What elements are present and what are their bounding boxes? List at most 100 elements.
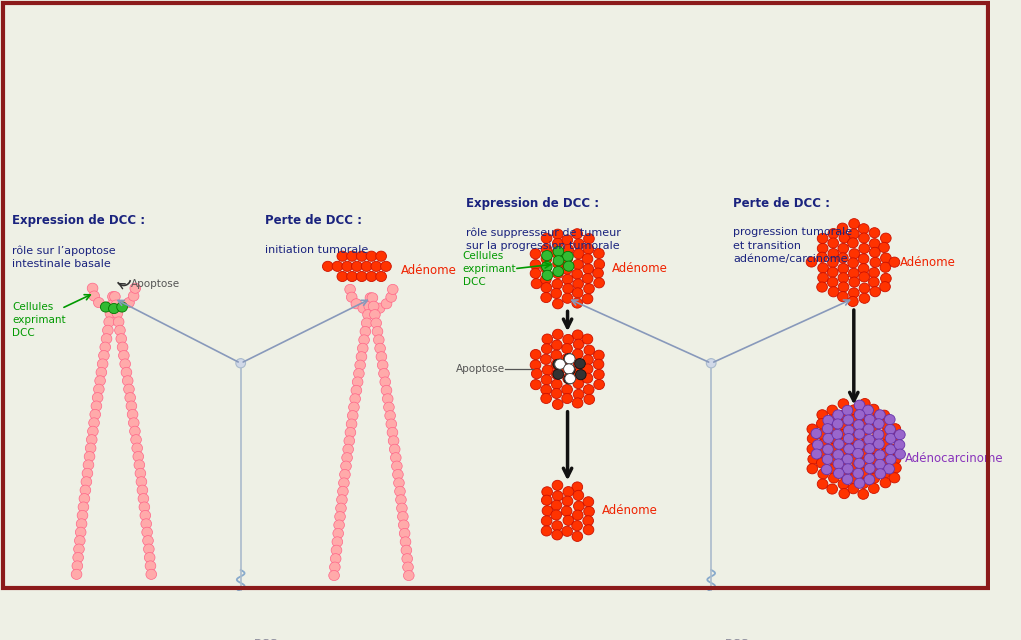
Circle shape [389,444,400,454]
Circle shape [117,342,128,352]
Circle shape [817,419,827,429]
Circle shape [827,405,837,415]
Circle shape [553,246,564,257]
Circle shape [859,233,869,243]
Circle shape [563,284,574,294]
Circle shape [563,293,573,303]
Circle shape [808,454,819,464]
Circle shape [553,266,564,276]
Circle shape [87,435,97,445]
Circle shape [880,282,890,292]
Circle shape [551,510,562,520]
Text: Perte de DCC :: Perte de DCC : [265,214,362,227]
Circle shape [83,460,94,470]
Circle shape [551,500,562,510]
Circle shape [360,326,371,337]
Circle shape [135,468,146,479]
Circle shape [101,333,112,344]
Circle shape [838,449,848,459]
Circle shape [884,464,894,474]
Circle shape [126,401,137,411]
Circle shape [333,529,343,538]
Text: Adénome: Adénome [613,262,668,275]
Circle shape [859,429,869,440]
Circle shape [817,458,827,468]
Circle shape [396,503,407,513]
Circle shape [361,318,372,328]
Circle shape [572,520,582,531]
Circle shape [573,330,583,340]
Circle shape [842,405,853,415]
Circle shape [827,464,838,474]
Circle shape [565,365,575,375]
Circle shape [864,424,874,434]
Circle shape [582,373,593,383]
Circle shape [890,424,901,434]
Circle shape [574,501,584,511]
Circle shape [95,376,105,386]
Circle shape [869,483,879,493]
Circle shape [375,343,386,353]
Circle shape [573,510,583,520]
Circle shape [551,248,563,258]
Circle shape [134,460,145,470]
Circle shape [551,350,562,360]
Circle shape [848,484,859,494]
Circle shape [87,283,98,293]
Circle shape [386,292,396,302]
Circle shape [864,435,875,445]
Circle shape [563,335,574,344]
Circle shape [853,468,864,479]
Circle shape [344,436,354,446]
Circle shape [336,503,346,513]
Circle shape [828,238,838,248]
Circle shape [864,444,875,454]
Circle shape [337,271,348,282]
Circle shape [837,468,848,479]
Circle shape [376,251,387,261]
Circle shape [542,334,552,344]
Circle shape [838,282,848,292]
Circle shape [849,415,860,424]
Circle shape [130,283,141,293]
Circle shape [848,404,860,415]
Circle shape [817,479,828,489]
Circle shape [848,288,860,298]
Circle shape [100,342,110,352]
Circle shape [885,444,895,454]
Circle shape [807,424,818,434]
Circle shape [552,480,563,490]
Circle shape [393,470,403,479]
Circle shape [562,354,572,364]
Circle shape [859,283,870,293]
Circle shape [341,461,351,471]
Circle shape [855,478,865,488]
Circle shape [130,426,140,436]
Circle shape [823,415,833,426]
Circle shape [564,353,575,364]
FancyBboxPatch shape [706,610,717,620]
Circle shape [575,358,585,369]
Circle shape [863,405,873,415]
Circle shape [530,360,541,370]
Circle shape [837,223,847,233]
Circle shape [842,454,853,464]
Text: Cellules
exprimant
DCC: Cellules exprimant DCC [463,251,517,287]
Circle shape [331,545,342,556]
Circle shape [125,392,136,403]
Circle shape [102,325,113,335]
Circle shape [829,473,839,483]
Circle shape [388,436,399,446]
Circle shape [350,394,360,404]
Circle shape [552,359,564,369]
Circle shape [562,264,573,275]
Circle shape [367,305,377,315]
Circle shape [811,428,822,438]
Circle shape [858,478,869,488]
Circle shape [144,552,155,563]
Circle shape [582,364,593,374]
Circle shape [838,399,848,409]
Circle shape [387,428,398,438]
Circle shape [552,279,563,289]
Text: Expression de DCC :: Expression de DCC : [12,214,145,227]
